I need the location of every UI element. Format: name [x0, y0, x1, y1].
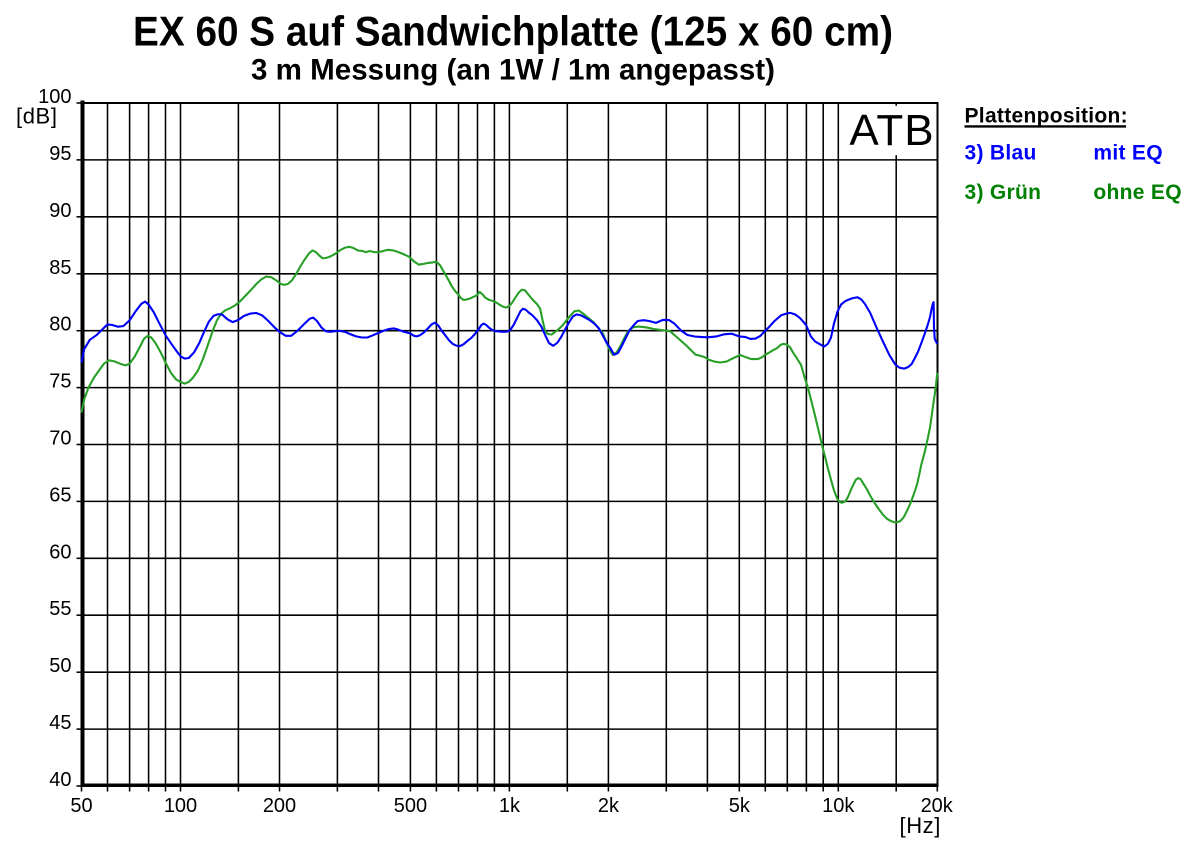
- svg-text:80: 80: [49, 314, 71, 336]
- svg-text:40: 40: [49, 769, 71, 791]
- svg-text:3) Blau: 3) Blau: [965, 142, 1037, 165]
- svg-text:[dB]: [dB]: [16, 103, 58, 128]
- svg-text:[Hz]: [Hz]: [899, 813, 941, 838]
- svg-text:60: 60: [49, 541, 71, 563]
- svg-text:70: 70: [49, 428, 71, 450]
- svg-text:10k: 10k: [822, 795, 855, 817]
- svg-text:50: 50: [49, 655, 71, 677]
- svg-text:100: 100: [38, 86, 71, 108]
- svg-text:5k: 5k: [729, 795, 751, 817]
- svg-text:3 m Messung (an 1W / 1m angepa: 3 m Messung (an 1W / 1m angepasst): [251, 54, 775, 87]
- svg-text:1k: 1k: [499, 795, 521, 817]
- svg-text:55: 55: [49, 598, 71, 620]
- svg-text:90: 90: [49, 200, 71, 222]
- svg-text:ohne EQ: ohne EQ: [1093, 181, 1181, 204]
- svg-text:45: 45: [49, 712, 71, 734]
- svg-text:65: 65: [49, 484, 71, 506]
- svg-text:85: 85: [49, 257, 71, 279]
- svg-text:3) Grün: 3) Grün: [965, 181, 1042, 204]
- svg-text:Plattenposition:: Plattenposition:: [965, 105, 1128, 128]
- svg-text:100: 100: [164, 795, 197, 817]
- svg-text:500: 500: [394, 795, 427, 817]
- svg-text:200: 200: [263, 795, 296, 817]
- svg-text:75: 75: [49, 371, 71, 393]
- svg-text:2k: 2k: [598, 795, 620, 817]
- svg-text:ATB: ATB: [849, 106, 934, 155]
- svg-text:50: 50: [70, 795, 92, 817]
- svg-text:20k: 20k: [921, 795, 954, 817]
- svg-text:95: 95: [49, 143, 71, 165]
- svg-text:EX 60 S auf Sandwichplatte (12: EX 60 S auf Sandwichplatte (125 x 60 cm): [133, 8, 893, 55]
- svg-text:mit EQ: mit EQ: [1093, 142, 1162, 165]
